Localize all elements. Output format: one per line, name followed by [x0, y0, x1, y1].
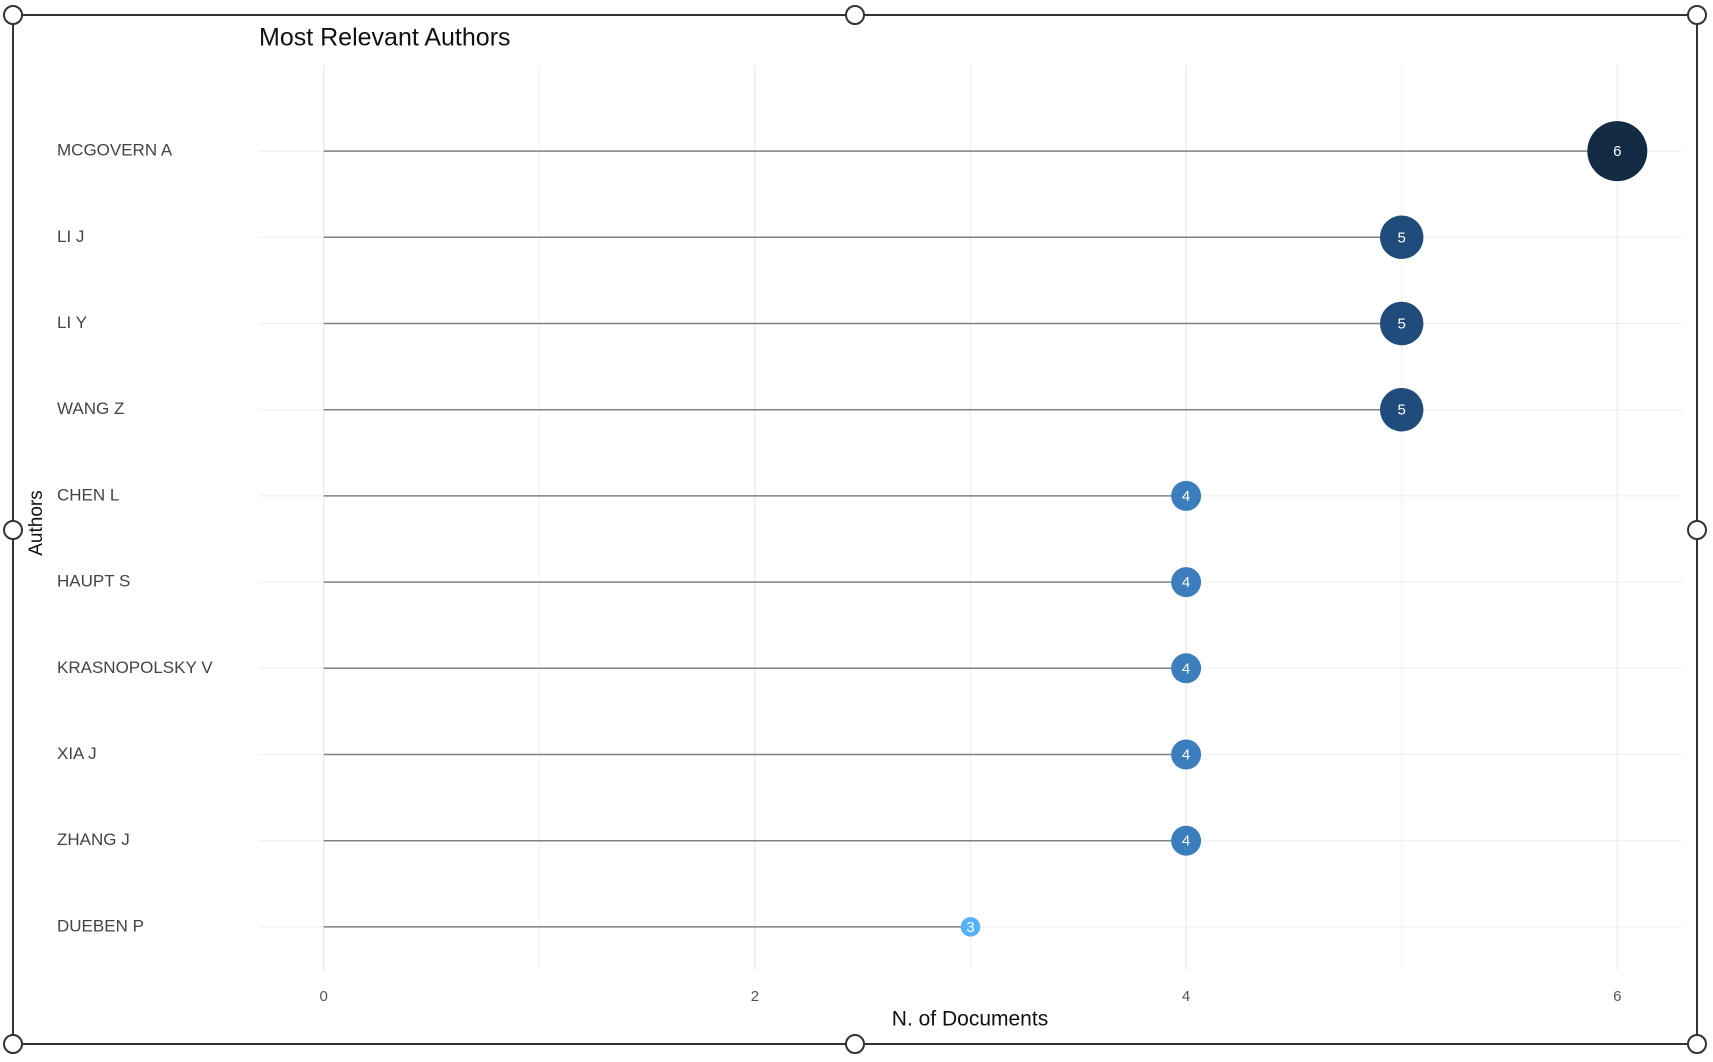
handle[interactable]	[1687, 5, 1707, 25]
data-label: 6	[1613, 143, 1621, 160]
dot	[1587, 121, 1648, 182]
chart-title: Most Relevant Authors	[259, 24, 511, 52]
data-label: 5	[1398, 402, 1406, 419]
handle[interactable]	[3, 5, 23, 25]
dot	[1171, 653, 1202, 684]
data-label: 5	[1398, 229, 1406, 246]
data-label: 4	[1182, 746, 1190, 763]
x-tick-label: 6	[1613, 988, 1621, 1005]
data-label: 4	[1182, 488, 1190, 505]
x-tick-label: 0	[320, 988, 328, 1005]
y-axis-title: Authors	[26, 490, 47, 555]
data-label: 3	[966, 919, 974, 936]
y-tick-label: WANG Z	[57, 399, 124, 418]
y-tick-label: LI J	[57, 227, 84, 246]
y-tick-label: DUEBEN P	[57, 916, 144, 935]
dot	[1171, 480, 1202, 511]
dot	[1379, 387, 1424, 432]
data-label: 4	[1182, 660, 1190, 677]
data-label: 4	[1182, 574, 1190, 591]
dot	[1171, 825, 1202, 856]
dot	[1379, 215, 1424, 260]
dot	[1379, 301, 1424, 346]
x-tick-label: 4	[1182, 988, 1190, 1005]
y-tick-label: LI Y	[57, 313, 87, 332]
handle[interactable]	[845, 1034, 865, 1054]
handle[interactable]	[1687, 1034, 1707, 1054]
y-tick-label: KRASNOPOLSKY V	[57, 658, 213, 677]
handle[interactable]	[3, 520, 23, 540]
x-axis-title: N. of Documents	[892, 1008, 1048, 1031]
y-tick-label: XIA J	[57, 744, 97, 763]
data-label: 5	[1398, 315, 1406, 332]
dot	[1171, 739, 1202, 770]
selection-handles	[3, 5, 1707, 1054]
x-tick-label: 2	[751, 988, 759, 1005]
dot	[960, 917, 981, 937]
y-tick-label: MCGOVERN A	[57, 141, 173, 160]
handle[interactable]	[1687, 520, 1707, 540]
data-label: 4	[1182, 833, 1190, 850]
handle[interactable]	[845, 5, 865, 25]
y-tick-label: HAUPT S	[57, 572, 130, 591]
dot	[1171, 567, 1202, 598]
handle[interactable]	[3, 1034, 23, 1054]
y-tick-label: ZHANG J	[57, 830, 130, 849]
y-tick-label: CHEN L	[57, 485, 119, 504]
selection-frame	[12, 14, 1698, 1045]
